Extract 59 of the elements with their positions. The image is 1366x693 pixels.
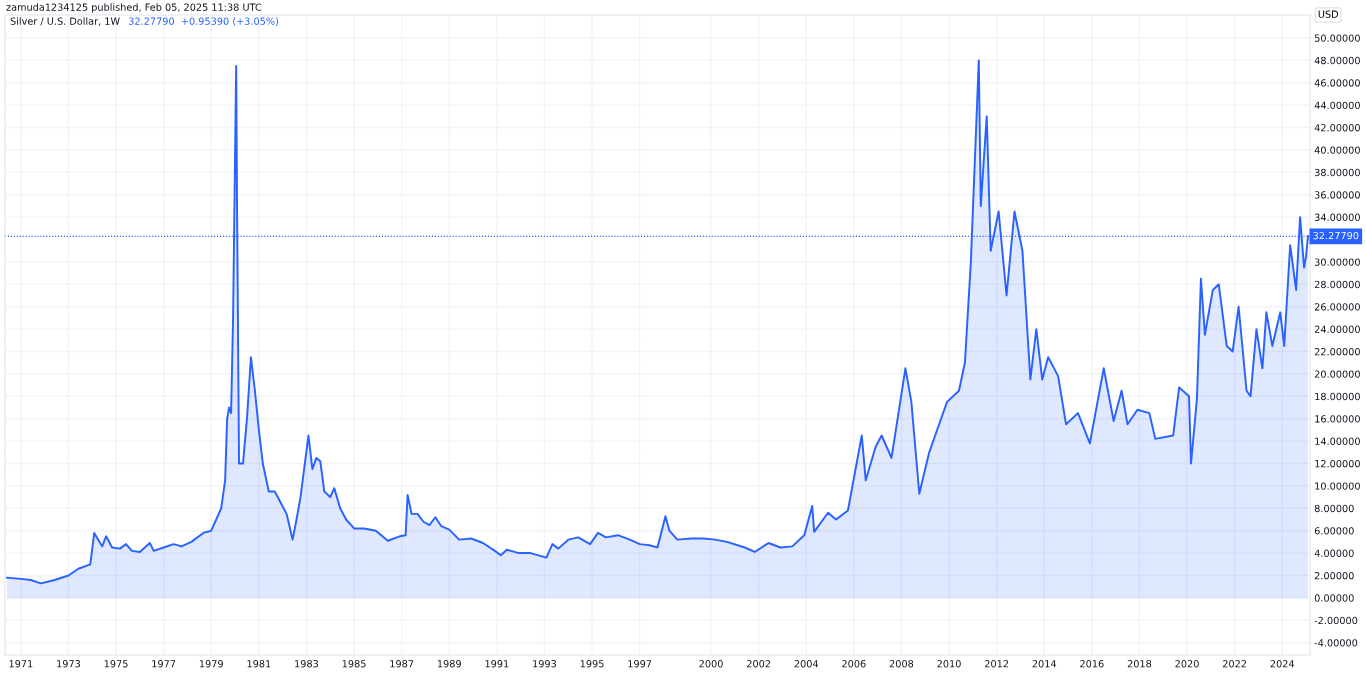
x-tick-label: 2010 bbox=[937, 660, 961, 668]
x-tick-label: 1993 bbox=[533, 660, 557, 668]
y-axis-title: USD bbox=[1318, 10, 1339, 18]
y-tick-label: 18.00000 bbox=[1315, 392, 1360, 401]
y-tick-label: -4.00000 bbox=[1314, 639, 1358, 647]
y-tick-label: 2.00000 bbox=[1314, 571, 1354, 580]
ref-line-label: 32.27790 bbox=[1313, 231, 1359, 240]
y-tick-label: 22.00000 bbox=[1314, 348, 1360, 356]
y-tick-label: 4.00000 bbox=[1314, 549, 1354, 557]
y-tick-label: 34.00000 bbox=[1314, 213, 1360, 221]
y-tick-label: 12.00000 bbox=[1315, 459, 1360, 468]
y-tick-label: 48.00000 bbox=[1314, 56, 1360, 65]
x-tick-label: 1981 bbox=[247, 660, 271, 668]
x-tick-label: 1991 bbox=[485, 660, 509, 668]
x-tick-label: 1971 bbox=[9, 660, 33, 668]
y-tick-label: 44.00000 bbox=[1314, 101, 1360, 109]
x-tick-label: 1979 bbox=[199, 660, 223, 668]
text: zamuda1234125 published, Feb 05, 2025 11:38 UTC bbox=[6, 3, 262, 13]
x-tick-label: 1989 bbox=[437, 660, 461, 668]
x-tick-label: 2006 bbox=[842, 660, 866, 668]
y-tick-label: 50.00000 bbox=[1314, 34, 1360, 42]
x-tick-label: 1977 bbox=[152, 660, 176, 668]
y-tick-label: 30.00000 bbox=[1314, 258, 1360, 266]
x-tick-label: 1975 bbox=[104, 660, 128, 668]
y-tick-label: 16.00000 bbox=[1315, 415, 1360, 423]
x-tick-label: 2012 bbox=[984, 660, 1009, 668]
chart-title: Silver / U.S. Dollar, 1W bbox=[10, 17, 120, 26]
y-tick-label: 0.00000 bbox=[1314, 594, 1354, 602]
x-tick-label: 2002 bbox=[746, 660, 771, 668]
x-tick-label: 2022 bbox=[1222, 660, 1247, 668]
x-tick-label: 2000 bbox=[699, 660, 723, 668]
y-tick-label: 6.00000 bbox=[1314, 527, 1354, 535]
x-tick-label: 1995 bbox=[580, 660, 604, 668]
x-tick-label: 2016 bbox=[1080, 660, 1104, 668]
x-tick-label: 2014 bbox=[1032, 660, 1057, 668]
x-tick-label: 2004 bbox=[794, 660, 819, 668]
y-tick-label: 46.00000 bbox=[1314, 79, 1360, 87]
x-tick-label: 1987 bbox=[390, 660, 414, 668]
y-tick-label: 8.00000 bbox=[1314, 504, 1354, 513]
y-tick-label: 28.00000 bbox=[1314, 280, 1360, 289]
y-tick-label: 42.00000 bbox=[1314, 124, 1360, 132]
x-tick-label: 2008 bbox=[889, 660, 914, 668]
x-tick-label: 2024 bbox=[1270, 660, 1295, 668]
y-tick-label: -2.00000 bbox=[1314, 616, 1358, 625]
x-tick-label: 2020 bbox=[1175, 660, 1199, 668]
y-tick-label: 10.00000 bbox=[1315, 482, 1360, 490]
x-tick-label: 1983 bbox=[295, 660, 319, 668]
y-tick-label: 24.00000 bbox=[1314, 325, 1360, 333]
y-tick-label: 26.00000 bbox=[1314, 303, 1360, 311]
y-tick-label: 20.00000 bbox=[1314, 370, 1360, 378]
x-tick-label: 2018 bbox=[1127, 660, 1152, 668]
y-tick-label: 40.00000 bbox=[1314, 146, 1360, 154]
x-tick-label: 1997 bbox=[628, 660, 652, 668]
y-tick-label: 36.00000 bbox=[1314, 191, 1360, 199]
x-tick-label: 1973 bbox=[57, 660, 81, 668]
chart-subtitle: 32.27790 +0.95390 (+3.05%) bbox=[128, 17, 279, 26]
y-tick-label: 38.00000 bbox=[1314, 168, 1360, 177]
y-tick-label: 14.00000 bbox=[1315, 437, 1360, 445]
x-tick-label: 1985 bbox=[342, 660, 366, 668]
